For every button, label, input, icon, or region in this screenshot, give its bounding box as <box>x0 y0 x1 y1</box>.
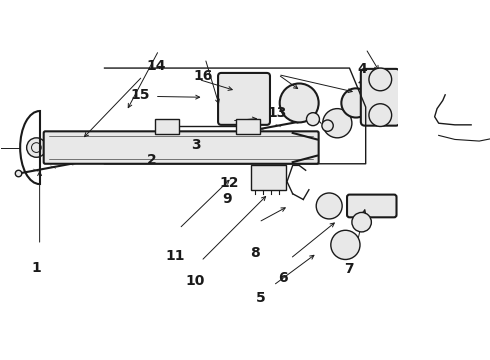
FancyBboxPatch shape <box>236 119 260 134</box>
Circle shape <box>370 87 390 107</box>
Text: 7: 7 <box>343 262 353 276</box>
Text: 9: 9 <box>222 192 232 206</box>
FancyBboxPatch shape <box>347 195 396 217</box>
Circle shape <box>348 95 364 111</box>
Text: 10: 10 <box>186 274 205 288</box>
FancyBboxPatch shape <box>44 131 319 164</box>
Circle shape <box>329 115 345 131</box>
Text: 5: 5 <box>256 291 266 305</box>
Text: 2: 2 <box>147 153 157 167</box>
Text: 1: 1 <box>31 261 41 275</box>
FancyBboxPatch shape <box>361 69 400 126</box>
Text: 16: 16 <box>194 69 213 84</box>
Circle shape <box>344 253 347 256</box>
Circle shape <box>322 120 333 131</box>
Text: 12: 12 <box>220 176 239 190</box>
Circle shape <box>306 113 319 126</box>
Text: 11: 11 <box>166 249 185 263</box>
FancyBboxPatch shape <box>250 165 286 190</box>
Circle shape <box>337 250 340 253</box>
Circle shape <box>352 212 371 232</box>
Circle shape <box>351 237 354 240</box>
FancyBboxPatch shape <box>218 73 270 125</box>
Text: 3: 3 <box>191 138 200 152</box>
Circle shape <box>322 199 337 213</box>
Circle shape <box>323 109 352 138</box>
Circle shape <box>353 243 357 247</box>
Text: 4: 4 <box>358 62 367 76</box>
Text: 6: 6 <box>278 271 288 285</box>
Circle shape <box>369 104 392 126</box>
Text: 13: 13 <box>267 106 287 120</box>
Circle shape <box>334 243 337 247</box>
Circle shape <box>369 68 392 91</box>
Text: 8: 8 <box>250 246 260 260</box>
Circle shape <box>351 250 354 253</box>
Circle shape <box>288 91 311 114</box>
Circle shape <box>316 193 342 219</box>
Text: 15: 15 <box>130 88 149 102</box>
Circle shape <box>337 237 340 240</box>
Circle shape <box>331 230 360 260</box>
Circle shape <box>15 170 22 177</box>
Text: 14: 14 <box>146 59 166 73</box>
Circle shape <box>280 84 318 122</box>
FancyBboxPatch shape <box>155 119 179 134</box>
Circle shape <box>342 88 370 118</box>
Circle shape <box>26 138 46 157</box>
Circle shape <box>344 234 347 237</box>
